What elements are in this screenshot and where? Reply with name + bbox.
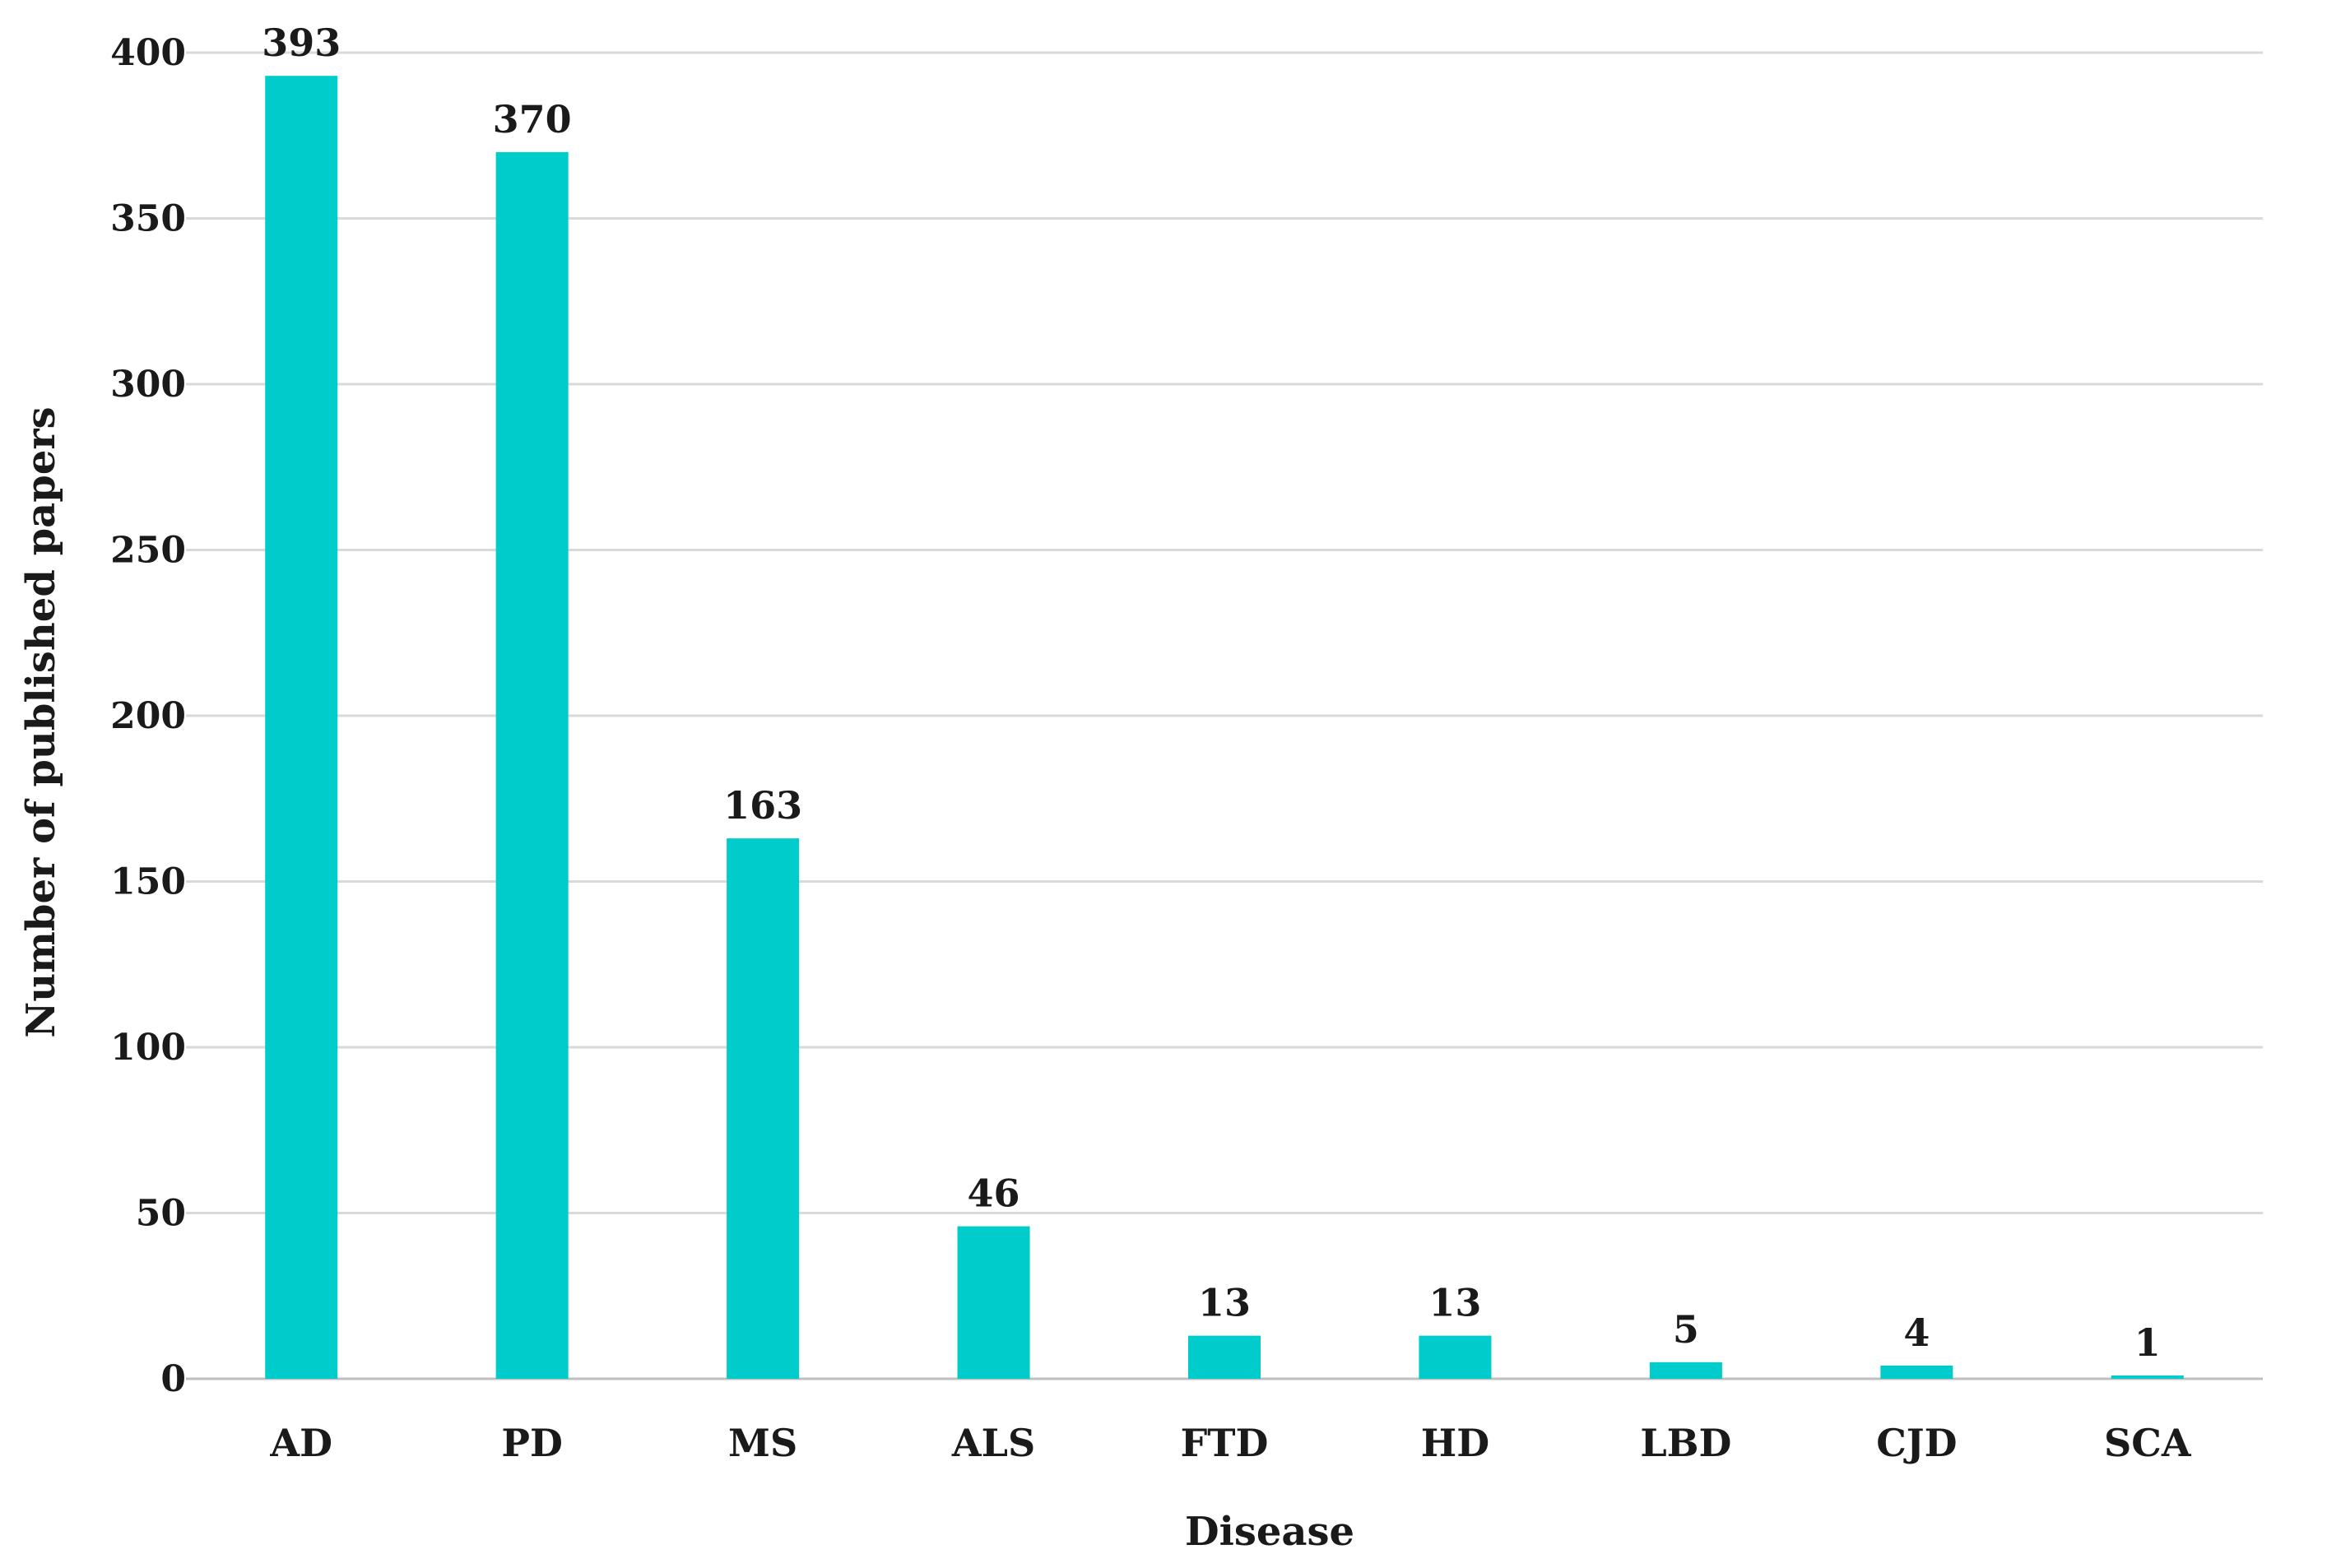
x-tick-label-cjd: CJD <box>1876 1421 1957 1465</box>
x-axis-categories: AD PD MS ALS FTD HD LBD CJD SCA <box>269 1421 2191 1465</box>
y-tick-label: 50 <box>136 1193 186 1235</box>
data-label-lbd: 5 <box>1673 1307 1699 1352</box>
bar-pd <box>495 151 569 1379</box>
y-tick-label: 350 <box>110 198 186 240</box>
x-tick-label-ftd: FTD <box>1181 1421 1269 1465</box>
data-label-als: 46 <box>968 1171 1020 1216</box>
x-tick-label-hd: HD <box>1421 1421 1489 1465</box>
x-tick-label-pd: PD <box>501 1421 562 1465</box>
x-tick-label-ms: MS <box>728 1421 797 1465</box>
x-axis-title: Disease <box>1185 1509 1354 1555</box>
y-tick-label: 250 <box>110 530 186 572</box>
y-axis-ticks: 0 50 100 150 200 250 300 350 400 <box>110 32 186 1400</box>
data-label-hd: 13 <box>1428 1281 1481 1325</box>
y-tick-label: 400 <box>110 32 186 74</box>
data-label-cjd: 4 <box>1903 1311 1930 1355</box>
data-labels: 393 370 163 46 13 13 5 4 1 <box>262 21 2161 1365</box>
bar-ad <box>265 76 338 1380</box>
bar-hd <box>1419 1335 1492 1379</box>
bars <box>265 76 2184 1380</box>
x-tick-label-als: ALS <box>951 1421 1035 1465</box>
data-label-ftd: 13 <box>1198 1281 1251 1325</box>
y-tick-label: 300 <box>110 364 186 406</box>
bar-ms <box>727 838 800 1379</box>
y-tick-label: 0 <box>160 1358 186 1400</box>
bar-cjd <box>1880 1365 1953 1379</box>
y-tick-label: 200 <box>110 695 186 737</box>
y-tick-label: 150 <box>110 861 186 903</box>
data-label-ad: 393 <box>262 21 341 65</box>
bar-lbd <box>1649 1362 1722 1379</box>
data-label-sca: 1 <box>2134 1320 2161 1365</box>
x-tick-label-ad: AD <box>269 1421 332 1465</box>
y-tick-label: 100 <box>110 1027 186 1069</box>
y-axis-title: Number of published papers <box>18 406 64 1037</box>
bar-ftd <box>1188 1335 1261 1379</box>
data-label-ms: 163 <box>723 783 802 828</box>
bar-sca <box>2111 1375 2184 1379</box>
data-label-pd: 370 <box>493 97 572 141</box>
bar-als <box>957 1226 1030 1379</box>
x-tick-label-sca: SCA <box>2104 1421 2192 1465</box>
x-tick-label-lbd: LBD <box>1640 1421 1731 1465</box>
